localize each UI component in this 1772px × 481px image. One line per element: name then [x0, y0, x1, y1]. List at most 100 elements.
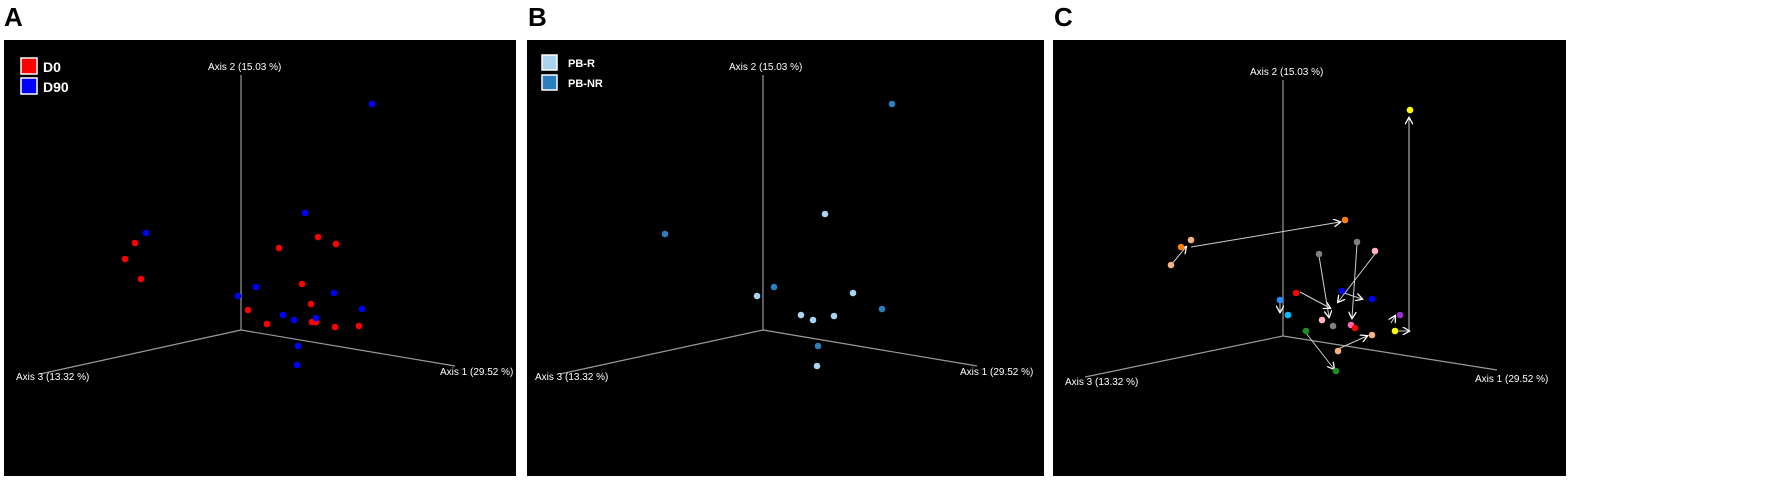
legend-swatch-d0: [20, 57, 38, 75]
trajectory-arrow: [1391, 316, 1395, 323]
data-point: [1341, 216, 1349, 224]
panel-b-legend: PB-R PB-NR: [541, 54, 603, 91]
trajectory-arrow: [1337, 336, 1367, 350]
data-point: [1284, 311, 1292, 319]
data-point: [1338, 287, 1346, 295]
data-point: [1315, 250, 1323, 258]
data-point-d0: [131, 239, 139, 247]
data-point-d90: [142, 229, 150, 237]
data-point: [1167, 261, 1175, 269]
legend-label-d0: D0: [43, 59, 61, 75]
data-point-pb-r: [813, 362, 821, 370]
trajectory-arrow: [1343, 292, 1362, 299]
data-point-d0: [121, 255, 129, 263]
data-point-d90: [252, 283, 260, 291]
axis1-label: Axis 1 (29.52 %): [960, 367, 1033, 378]
data-point-d90: [290, 316, 298, 324]
axis1-line: [240, 329, 456, 367]
data-point: [1334, 347, 1342, 355]
data-point: [1177, 243, 1185, 251]
data-point-d0: [332, 240, 340, 248]
panel-c-letter: C: [1054, 2, 1073, 32]
data-point-d0: [331, 323, 339, 331]
data-point-d0: [355, 322, 363, 330]
data-point-d90: [293, 361, 301, 369]
axis1-line: [1282, 335, 1498, 371]
data-point: [1368, 331, 1376, 339]
data-point: [1396, 311, 1404, 319]
panel-c-axes: Axis 2 (15.03 %) Axis 1 (29.52 %) Axis 3…: [1065, 67, 1548, 388]
panel-c-points: [1167, 106, 1414, 375]
data-point: [1353, 238, 1361, 246]
trajectory-arrow: [1318, 255, 1329, 317]
data-point-pb-r: [753, 292, 761, 300]
data-point-pb-nr: [878, 305, 886, 313]
legend-label-d90: D90: [43, 79, 69, 95]
axis2-label: Axis 2 (15.03 %): [729, 62, 802, 73]
data-point-d90: [330, 289, 338, 297]
trajectory-arrow: [1338, 253, 1376, 302]
data-point-d0: [307, 300, 315, 308]
panel-a-axes: Axis 2 (15.03 %) Axis 1 (29.52 %) Axis 3…: [16, 62, 513, 383]
data-point: [1329, 322, 1337, 330]
axis1-line: [762, 329, 978, 367]
data-point: [1368, 295, 1376, 303]
axis3-line: [1084, 335, 1284, 378]
panel-b: [527, 40, 1044, 476]
data-point-pb-r: [821, 210, 829, 218]
data-point: [1371, 247, 1379, 255]
data-point-d0: [263, 320, 271, 328]
legend-swatch-pb-nr: [541, 74, 558, 91]
data-point-pb-nr: [814, 342, 822, 350]
panel-a: [4, 40, 516, 476]
data-point-d90: [312, 314, 320, 322]
data-point-d90: [368, 100, 376, 108]
axis2-label: Axis 2 (15.03 %): [208, 62, 281, 73]
trajectory-arrow: [1170, 247, 1186, 266]
panel-c-arrows: [1170, 118, 1409, 369]
axis3-label: Axis 3 (13.32 %): [535, 372, 608, 383]
data-point-d0: [314, 233, 322, 241]
panel-b-axes: Axis 2 (15.03 %) Axis 1 (29.52 %) Axis 3…: [535, 62, 1033, 383]
data-point-d90: [358, 305, 366, 313]
axis3-label: Axis 3 (13.32 %): [16, 372, 89, 383]
data-point-pb-nr: [770, 283, 778, 291]
panel-a-legend: D0 D90: [20, 57, 69, 95]
data-point: [1332, 367, 1340, 375]
trajectory-arrow: [1190, 222, 1340, 248]
data-point: [1406, 106, 1414, 114]
legend-label-pb-nr: PB-NR: [568, 78, 603, 90]
data-point-d90: [294, 342, 302, 350]
data-point-d90: [279, 311, 287, 319]
data-point: [1292, 289, 1300, 297]
data-point-pb-nr: [661, 230, 669, 238]
axis3-line: [39, 329, 242, 375]
data-point: [1187, 236, 1195, 244]
panel-b-points: [661, 100, 896, 370]
data-point-pb-r: [830, 312, 838, 320]
data-point-d90: [301, 209, 309, 217]
data-point: [1302, 327, 1310, 335]
trajectory-arrow: [1305, 332, 1334, 369]
axis1-label: Axis 1 (29.52 %): [440, 367, 513, 378]
legend-swatch-d90: [20, 77, 38, 95]
data-point-pb-r: [809, 316, 817, 324]
panel-b-letter: B: [528, 2, 547, 32]
data-point-d0: [275, 244, 283, 252]
data-point-d0: [298, 280, 306, 288]
data-point: [1391, 327, 1399, 335]
data-point-pb-nr: [888, 100, 896, 108]
trajectory-arrow: [1299, 291, 1330, 308]
axis3-line: [559, 329, 764, 375]
panel-a-letter: A: [4, 2, 23, 32]
legend-label-pb-r: PB-R: [568, 58, 595, 70]
panel-c: [1053, 40, 1566, 476]
data-point: [1318, 316, 1326, 324]
data-point-d0: [137, 275, 145, 283]
data-point: [1351, 324, 1359, 332]
axis3-label: Axis 3 (13.32 %): [1065, 377, 1138, 388]
legend-swatch-pb-r: [541, 54, 558, 71]
axis1-label: Axis 1 (29.52 %): [1475, 374, 1548, 385]
data-point-d90: [234, 292, 242, 300]
